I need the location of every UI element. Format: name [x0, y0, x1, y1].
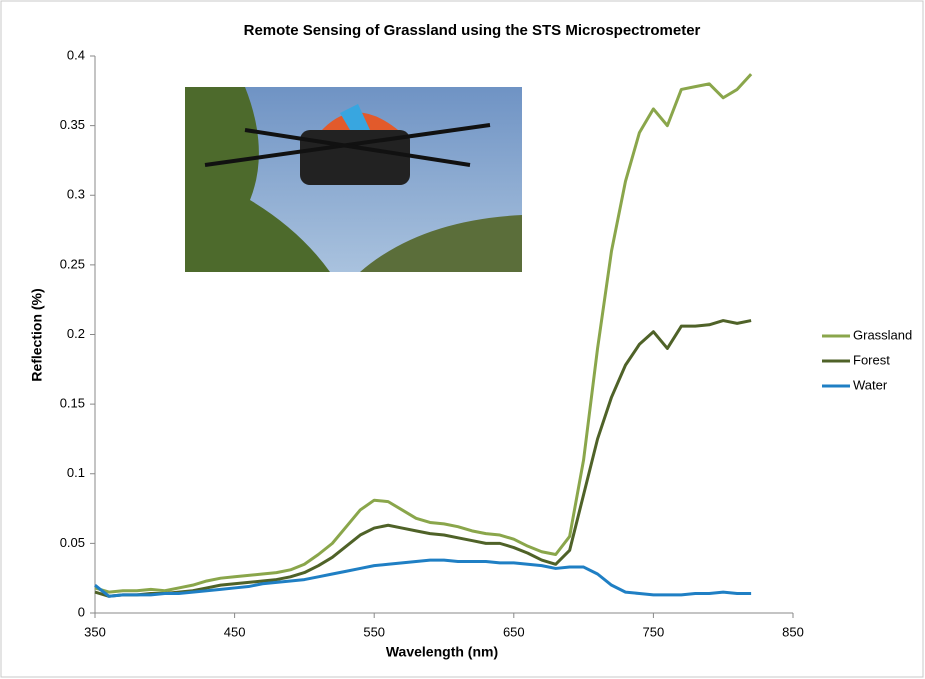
y-tick-label: 0.3	[67, 187, 85, 202]
y-tick-label: 0.25	[60, 256, 85, 271]
y-tick-label: 0.35	[60, 117, 85, 132]
y-tick-label: 0.2	[67, 326, 85, 341]
legend-label: Forest	[853, 352, 890, 367]
y-tick-label: 0.1	[67, 465, 85, 480]
legend-label: Water	[853, 377, 888, 392]
page: {"chart_data": {"type": "line", "title":…	[0, 0, 925, 679]
x-axis-title: Wavelength (nm)	[386, 644, 498, 660]
photo	[185, 87, 522, 272]
x-tick-label: 850	[782, 624, 804, 639]
chart: Remote Sensing of Grassland using the ST…	[0, 0, 925, 679]
x-tick-label: 650	[503, 624, 525, 639]
y-tick-label: 0.15	[60, 396, 85, 411]
legend-label: Grassland	[853, 327, 912, 342]
y-tick-label: 0	[78, 604, 85, 619]
chart-title: Remote Sensing of Grassland using the ST…	[244, 22, 701, 39]
x-tick-label: 350	[84, 624, 106, 639]
y-tick-label: 0.05	[60, 535, 85, 550]
x-tick-label: 550	[363, 624, 385, 639]
x-tick-label: 750	[643, 624, 665, 639]
y-tick-label: 0.4	[67, 47, 85, 62]
y-axis-title: Reflection (%)	[29, 288, 45, 381]
x-tick-label: 450	[224, 624, 246, 639]
